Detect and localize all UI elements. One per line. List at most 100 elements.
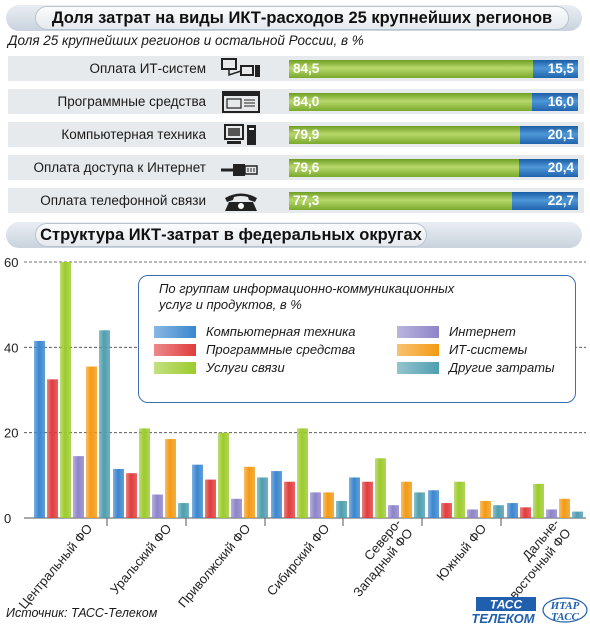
bar-value-label: 20,1 <box>547 127 574 142</box>
x-category-label: Северо-Западный ФО <box>339 516 416 600</box>
bar <box>126 473 137 518</box>
legend-title-line-2: услуг и продуктов, в % <box>159 297 302 312</box>
legend-label: Компьютерная техника <box>206 324 356 339</box>
chart1-title: Доля затрат на виды ИКТ-расходов 25 круп… <box>36 7 568 29</box>
bar <box>388 505 399 518</box>
y-tick-label: 0 <box>4 511 11 526</box>
bar <box>284 481 295 518</box>
bar-segment-rest <box>532 93 578 111</box>
bar <box>271 471 282 518</box>
bar <box>113 468 124 518</box>
logo-tass-text: ТАСС <box>490 598 523 612</box>
bar <box>73 456 84 518</box>
bar <box>297 428 308 518</box>
legend-label: Интернет <box>449 324 516 339</box>
tass-telecom-logo: ТАСС ТЕЛЕКОМ <box>471 597 536 624</box>
computer-network-icon <box>221 58 260 77</box>
bar-segment-rest <box>519 159 578 177</box>
bar-segment-rest <box>512 192 578 210</box>
bar <box>257 477 268 518</box>
x-category-label: Сибирский ФО <box>264 521 333 599</box>
legend-label: Программные средства <box>206 342 356 357</box>
bar-segment-top25 <box>289 126 520 144</box>
bar-segment-top25 <box>289 192 512 210</box>
bar-value-label: 77,3 <box>293 193 320 208</box>
chart1-subtitle: Доля 25 крупнейших регионов и остальной … <box>8 33 364 48</box>
bar <box>86 366 97 518</box>
bar <box>192 464 203 518</box>
bar <box>60 262 71 518</box>
section-header-1: Доля затрат на виды ИКТ-расходов 25 круп… <box>6 5 582 31</box>
bar <box>414 492 425 518</box>
chart2-title: Структура ИКТ-затрат в федеральных округ… <box>36 224 426 246</box>
bar <box>152 494 163 518</box>
bar <box>139 428 150 518</box>
bar-segment-rest <box>520 126 578 144</box>
logo-itar-tass-text: ТАСС <box>551 611 579 623</box>
bar <box>493 505 504 518</box>
legend-swatch <box>397 362 439 374</box>
bar <box>310 492 321 518</box>
bar <box>467 509 478 518</box>
legend-swatch <box>397 326 439 338</box>
bar <box>441 503 452 518</box>
bar-segment-top25 <box>289 93 532 111</box>
bar-value-label: 20,4 <box>547 160 574 175</box>
bar-value-label: 16,0 <box>547 94 574 109</box>
bar <box>572 511 583 518</box>
y-tick-label: 60 <box>4 255 18 270</box>
bar <box>401 481 412 518</box>
bar-value-label: 84,0 <box>293 94 320 109</box>
bar <box>507 503 518 518</box>
legend-box: По группам информационно-коммуникационны… <box>138 275 576 403</box>
y-tick-label: 20 <box>4 426 18 441</box>
software-window-icon <box>222 91 260 113</box>
bar <box>454 481 465 518</box>
bar <box>428 490 439 518</box>
row-label: Программные средства <box>57 94 206 109</box>
bar-value-label: 84,5 <box>293 61 320 76</box>
bar <box>178 503 189 518</box>
x-category-label: Приволжский ФО <box>175 521 253 610</box>
bar <box>480 500 491 518</box>
telephone-icon <box>225 193 257 211</box>
bar <box>244 466 255 518</box>
bar-value-label: 79,9 <box>293 127 320 142</box>
ethernet-cable-icon <box>221 164 258 176</box>
y-tick-label: 40 <box>4 340 18 355</box>
source-note: Источник: ТАСС-Телеком <box>6 606 158 620</box>
bar-value-label: 79,6 <box>293 160 320 175</box>
bar <box>375 458 386 518</box>
itar-tass-logo: ИТАР ТАСС <box>542 597 588 623</box>
bar-value-label: 15,5 <box>547 61 574 76</box>
legend-title-line-1: По группам информационно-коммуникационны… <box>159 281 455 296</box>
bar-value-label: 22,7 <box>547 193 574 208</box>
row-label: Оплата доступа к Интернет <box>33 160 206 175</box>
logo-telecom-text: ТЕЛЕКОМ <box>471 611 535 624</box>
row-label: Компьютерная техника <box>61 127 206 142</box>
row-label: Оплата ИТ-систем <box>89 61 207 76</box>
bar <box>205 479 216 518</box>
legend-label: Услуги связи <box>206 360 285 375</box>
legend-swatch <box>154 362 196 374</box>
row-label: Оплата телефонной связи <box>40 193 206 208</box>
x-category-label: Уральский ФО <box>107 521 174 597</box>
bar <box>47 379 58 518</box>
legend-label: Другие затраты <box>449 360 555 375</box>
bar <box>34 340 45 518</box>
bar <box>323 492 334 518</box>
bar <box>231 498 242 518</box>
legend-title: По группам информационно-коммуникационны… <box>159 281 489 313</box>
bar <box>99 330 110 518</box>
bar <box>520 507 531 518</box>
computer-icon <box>224 124 256 145</box>
legend-swatch <box>154 326 196 338</box>
bar-segment-rest <box>533 60 578 78</box>
x-category-label: Дальне-восточный ФО <box>495 516 574 602</box>
bar <box>218 432 229 518</box>
bar <box>165 439 176 518</box>
section-header-2: Структура ИКТ-затрат в федеральных округ… <box>6 222 582 248</box>
bar <box>559 498 570 518</box>
bar <box>349 477 360 518</box>
bar <box>533 483 544 518</box>
